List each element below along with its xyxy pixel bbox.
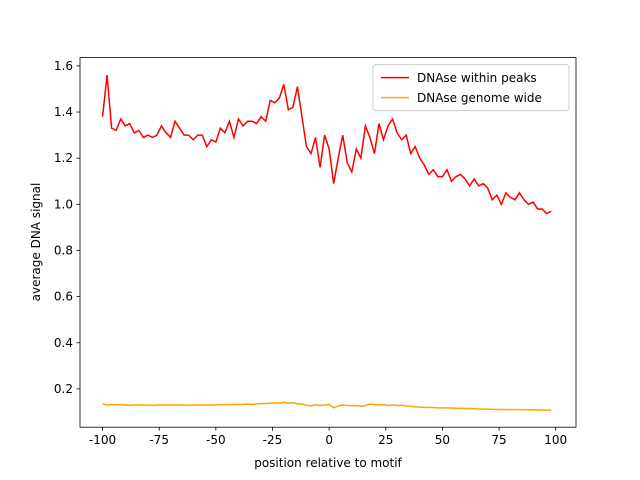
x-tick-label: 25 [378,433,393,447]
y-tick-label: 0.8 [54,243,73,257]
plot-frame [79,57,577,428]
y-tick-label: 1.4 [54,105,73,119]
data-line [101,75,552,215]
legend-label: DNAse within peaks [417,71,537,85]
x-tick-label: 75 [491,433,506,447]
x-tick-label: -50 [206,433,226,447]
y-tick-label: 1.6 [54,59,73,73]
y-axis-label: average DNA signal [29,183,43,302]
y-tick-label: 0.4 [54,336,73,350]
y-tick-label: 1.2 [54,151,73,165]
x-tick-label: -75 [149,433,169,447]
y-tick-label: 0.6 [54,290,73,304]
x-tick-label: 0 [325,433,333,447]
x-tick-label: 100 [544,433,567,447]
data-line [102,401,552,411]
y-tick-label: 0.2 [54,382,73,396]
x-tick-label: -100 [89,433,116,447]
x-tick-label: -25 [263,433,283,447]
x-axis-label: position relative to motif [254,456,402,470]
x-tick-label: 50 [435,433,450,447]
legend-box [372,64,570,112]
legend-label: DNAse genome wide [417,91,542,105]
y-tick-label: 1.0 [54,197,73,211]
